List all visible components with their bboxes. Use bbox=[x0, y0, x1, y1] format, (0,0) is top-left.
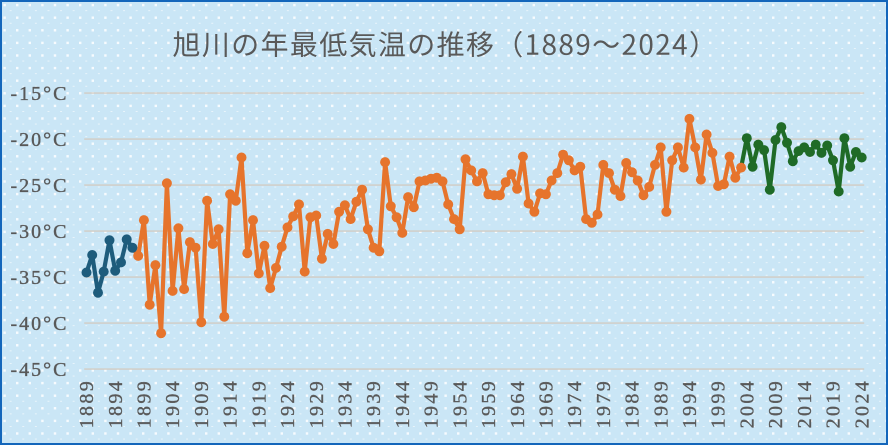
svg-text:1914: 1914 bbox=[220, 379, 242, 429]
svg-text:-35°C: -35°C bbox=[11, 267, 69, 289]
svg-text:1964: 1964 bbox=[507, 379, 529, 429]
svg-text:1984: 1984 bbox=[622, 379, 644, 429]
svg-text:1949: 1949 bbox=[421, 379, 443, 429]
svg-text:1899: 1899 bbox=[134, 379, 156, 429]
svg-text:1924: 1924 bbox=[277, 379, 299, 429]
svg-text:2009: 2009 bbox=[765, 379, 787, 429]
svg-text:1939: 1939 bbox=[363, 379, 385, 429]
svg-text:1919: 1919 bbox=[248, 379, 270, 429]
svg-text:1904: 1904 bbox=[162, 379, 184, 429]
svg-text:1889: 1889 bbox=[76, 379, 98, 429]
svg-text:1999: 1999 bbox=[708, 379, 730, 429]
svg-text:1989: 1989 bbox=[650, 379, 672, 429]
svg-text:2004: 2004 bbox=[736, 379, 758, 429]
svg-text:2014: 2014 bbox=[794, 379, 816, 429]
svg-text:-40°C: -40°C bbox=[11, 313, 69, 335]
svg-text:-45°C: -45°C bbox=[11, 359, 69, 381]
svg-text:1959: 1959 bbox=[478, 379, 500, 429]
svg-text:1934: 1934 bbox=[335, 379, 357, 429]
svg-text:2019: 2019 bbox=[823, 379, 845, 429]
svg-text:1894: 1894 bbox=[105, 379, 127, 429]
svg-text:1909: 1909 bbox=[191, 379, 213, 429]
svg-text:1954: 1954 bbox=[449, 379, 471, 429]
svg-text:-30°C: -30°C bbox=[11, 221, 69, 243]
svg-text:-25°C: -25°C bbox=[11, 175, 69, 197]
svg-text:1974: 1974 bbox=[564, 379, 586, 429]
svg-text:-15°C: -15°C bbox=[11, 83, 69, 105]
svg-text:1994: 1994 bbox=[679, 379, 701, 429]
svg-text:1979: 1979 bbox=[593, 379, 615, 429]
svg-text:1944: 1944 bbox=[392, 379, 414, 429]
svg-text:1969: 1969 bbox=[536, 379, 558, 429]
svg-text:2024: 2024 bbox=[851, 379, 873, 429]
svg-text:-20°C: -20°C bbox=[11, 129, 69, 151]
svg-text:1929: 1929 bbox=[306, 379, 328, 429]
